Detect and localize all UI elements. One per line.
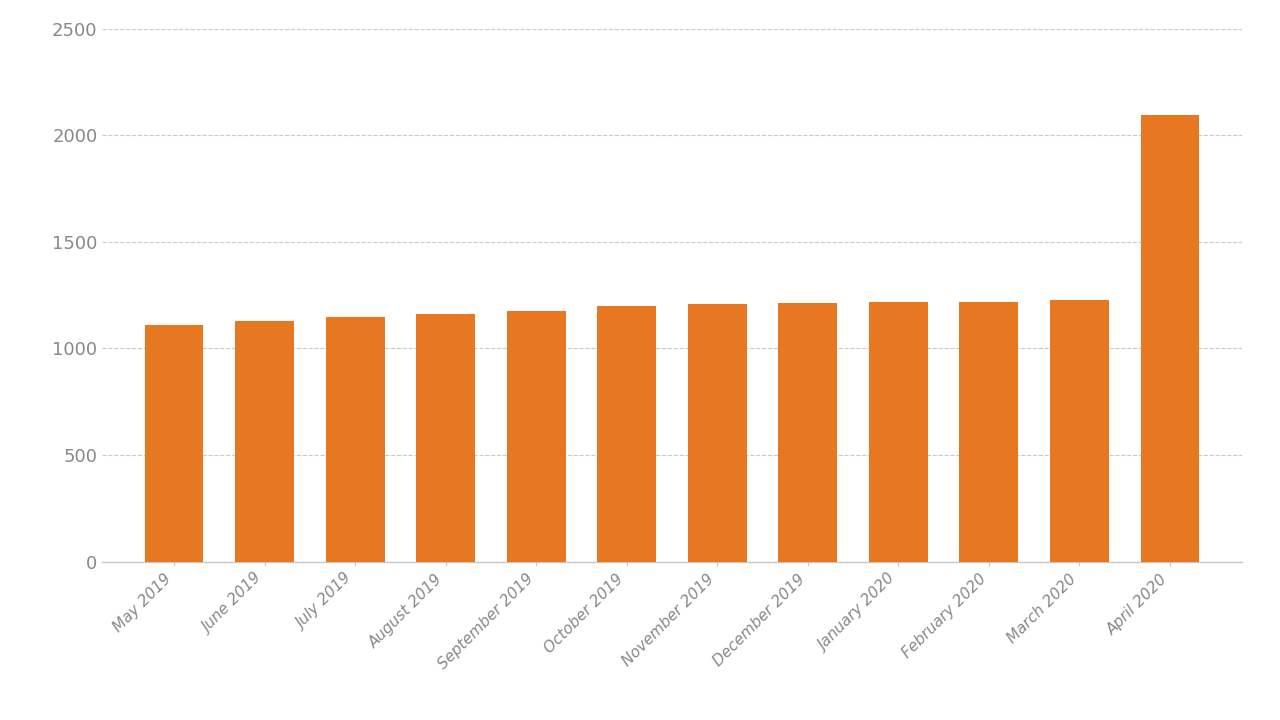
Bar	[325, 317, 384, 562]
Bar	[598, 306, 657, 562]
Bar	[507, 310, 566, 562]
Bar	[960, 302, 1019, 562]
Bar	[145, 325, 204, 562]
Bar	[869, 302, 928, 562]
Bar	[1050, 300, 1108, 562]
Bar	[236, 321, 294, 562]
Bar	[778, 302, 837, 562]
Bar	[416, 314, 475, 562]
Bar	[687, 304, 746, 562]
Bar	[1140, 115, 1199, 562]
